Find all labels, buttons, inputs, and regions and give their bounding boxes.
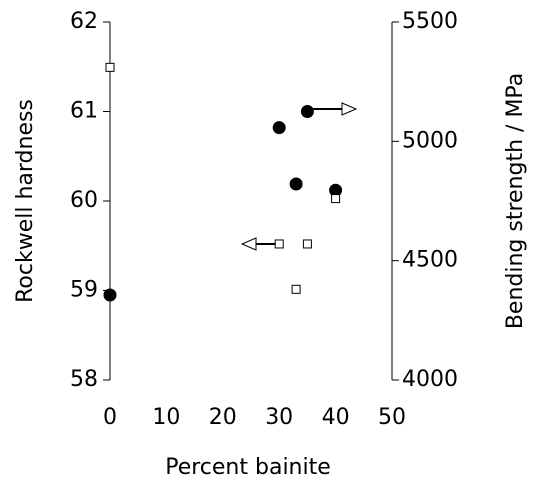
arrow-left-head: [240, 237, 257, 251]
y-tick-label: 58: [70, 367, 98, 392]
point: [289, 177, 303, 191]
point: [291, 284, 301, 294]
point: [272, 121, 286, 135]
y2-tick-label: 4000: [402, 367, 458, 392]
x-tick-label: 40: [322, 405, 350, 430]
y-tick-label: 59: [70, 278, 98, 303]
point: [103, 288, 117, 302]
point: [300, 105, 314, 118]
y2-axis-label: Bending strength / MPa: [503, 73, 528, 329]
x-tick-label: 20: [209, 405, 237, 430]
y2-tick-label: 5000: [402, 128, 458, 153]
point: [329, 183, 343, 197]
point: [274, 239, 284, 249]
point: [331, 194, 341, 204]
y-tick-label: 62: [70, 9, 98, 34]
y-tick-label: 61: [70, 99, 98, 124]
x-tick-label: 50: [378, 405, 406, 430]
x-tick-label: 10: [152, 405, 180, 430]
y-axis-label: Rockwell hardness: [13, 99, 38, 303]
y2-tick-label: 5500: [402, 9, 458, 34]
x-tick-label: 0: [103, 405, 117, 430]
point: [302, 239, 312, 249]
x-tick-label: 30: [265, 405, 293, 430]
y-tick-label: 60: [70, 188, 98, 213]
point: [105, 62, 115, 72]
arrow-right-head: [341, 102, 358, 116]
y2-tick-label: 4500: [402, 248, 458, 273]
x-axis-label: Percent bainite: [165, 455, 331, 480]
